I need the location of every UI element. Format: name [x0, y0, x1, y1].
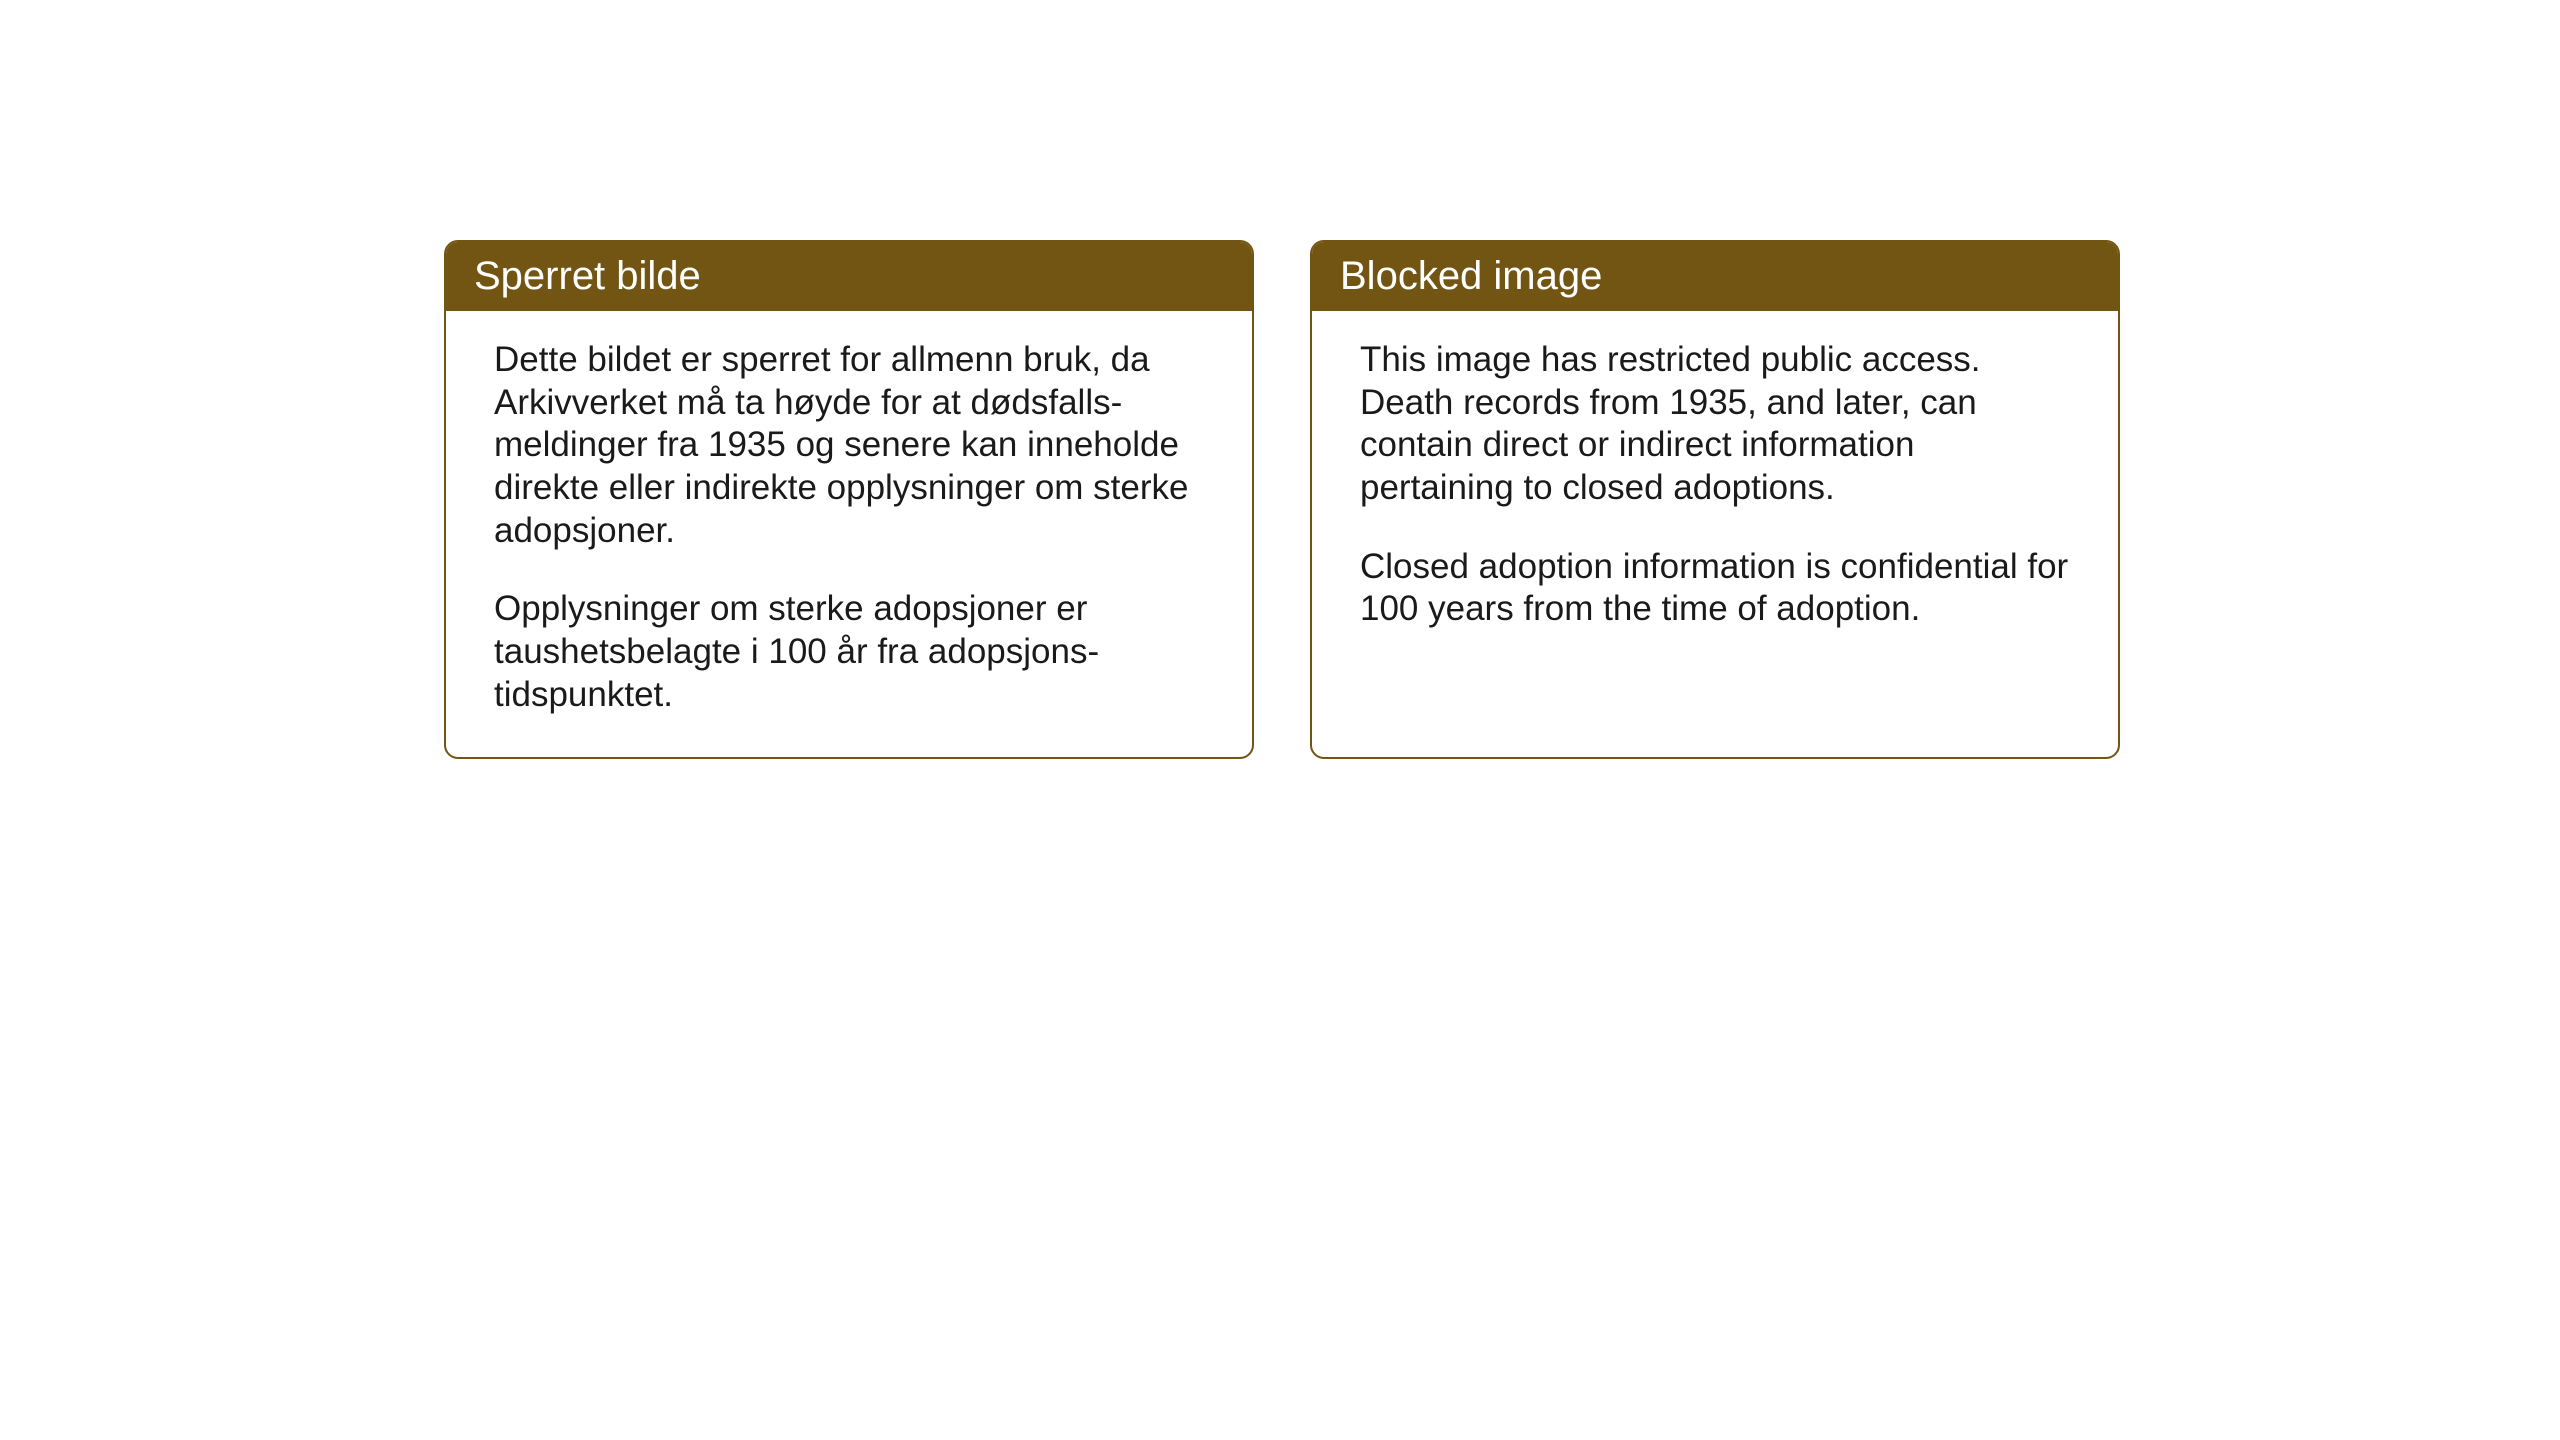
norwegian-notice-card: Sperret bilde Dette bildet er sperret fo… — [444, 240, 1254, 759]
norwegian-paragraph-1: Dette bildet er sperret for allmenn bruk… — [494, 339, 1204, 552]
english-notice-card: Blocked image This image has restricted … — [1310, 240, 2120, 759]
english-card-header: Blocked image — [1312, 242, 2118, 311]
notice-cards-container: Sperret bilde Dette bildet er sperret fo… — [444, 240, 2120, 759]
english-card-title: Blocked image — [1340, 254, 1602, 298]
norwegian-card-header: Sperret bilde — [446, 242, 1252, 311]
english-paragraph-1: This image has restricted public access.… — [1360, 339, 2070, 510]
norwegian-card-body: Dette bildet er sperret for allmenn bruk… — [446, 311, 1252, 757]
norwegian-card-title: Sperret bilde — [474, 254, 701, 298]
english-card-body: This image has restricted public access.… — [1312, 311, 2118, 671]
english-paragraph-2: Closed adoption information is confident… — [1360, 546, 2070, 631]
norwegian-paragraph-2: Opplysninger om sterke adopsjoner er tau… — [494, 588, 1204, 716]
